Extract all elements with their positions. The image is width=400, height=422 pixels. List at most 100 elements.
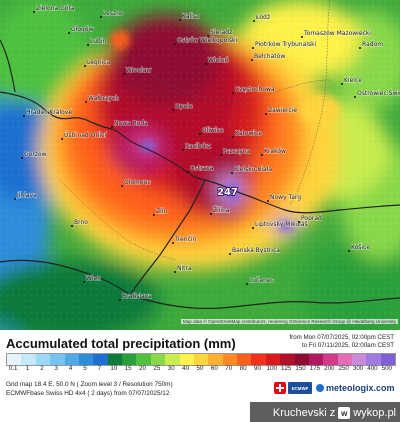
city-label: Bielsko-Biała	[234, 166, 272, 173]
city-marker	[172, 242, 174, 244]
city-marker	[33, 11, 35, 13]
legend-swatch	[64, 354, 79, 365]
city-marker	[359, 47, 361, 49]
city-marker	[87, 44, 89, 46]
city-marker	[265, 113, 267, 115]
legend-swatch	[251, 354, 266, 365]
city-label: Zlín	[156, 208, 167, 215]
city-label: Ostrowiec Świętokrzyski	[357, 90, 400, 97]
precipitation-map[interactable]: Zielona Góra Leszno Kalisz Łódź Głogów Ostrów…	[0, 0, 400, 330]
legend-swatch	[308, 354, 324, 365]
legend-swatch	[366, 354, 381, 365]
city-marker	[172, 109, 174, 111]
city-marker	[174, 43, 176, 45]
city-label: Racibórz	[185, 143, 211, 150]
city-marker	[14, 198, 16, 200]
city-marker	[179, 19, 181, 21]
city-label: Legnica	[87, 59, 111, 66]
legend-tick-label: 500	[381, 365, 392, 372]
period-to: to Fri 07/11/2025, 02:00am CEST	[301, 342, 394, 349]
legend-swatch	[193, 354, 209, 365]
city-marker	[83, 281, 85, 283]
legend-swatch	[21, 354, 36, 365]
legend-tick-label: 0.1	[8, 365, 18, 372]
city-label: Žilina	[213, 206, 230, 214]
legend-panel: Accumulated total precipitation (mm) fro…	[0, 330, 400, 422]
city-label: Łódź	[255, 14, 270, 21]
legend-swatch	[179, 354, 194, 365]
legend-swatch	[323, 354, 338, 365]
watermark-background	[250, 402, 400, 422]
meteologix-icon	[316, 384, 324, 392]
legend-tick-label: 7	[97, 365, 102, 372]
legend-tick-label: 50	[196, 365, 204, 372]
country-borders	[0, 39, 400, 309]
legend-swatch	[107, 354, 122, 365]
max-precip-label: 247	[217, 187, 238, 198]
city-label: Liptovský Mikuláš	[255, 221, 308, 228]
legend-swatch	[352, 354, 367, 365]
legend-tick-label: 5	[83, 365, 87, 372]
city-marker	[298, 221, 300, 223]
legend-tick-label: 200	[324, 365, 335, 372]
city-marker	[252, 47, 254, 49]
legend-swatch	[50, 354, 65, 365]
city-label: Opole	[175, 103, 193, 110]
legend-swatch	[208, 354, 223, 365]
city-label: Gliwice	[202, 127, 224, 134]
city-marker	[252, 227, 254, 229]
city-label: Brno	[74, 219, 88, 226]
city-label: Zielona Góra	[36, 5, 75, 12]
legend-tick-label: 2	[40, 365, 44, 372]
city-label: Nowa Ruda	[114, 120, 148, 127]
legend-tick-label: 60	[210, 365, 218, 372]
city-marker	[71, 225, 73, 227]
city-marker	[231, 172, 233, 174]
legend-tick-label: 25	[153, 365, 161, 372]
city-marker	[182, 149, 184, 151]
legend-tick-label: 20	[139, 365, 146, 372]
city-label: Katowice	[235, 130, 262, 137]
city-marker	[348, 250, 350, 252]
city-label: Ostrów Wielkopolski	[177, 37, 238, 44]
model-info: Grid map 18.4 E, 50.0 N ( Zoom level 3 /…	[6, 381, 173, 398]
city-label: Radom	[362, 41, 383, 48]
city-label: Nitra	[177, 265, 192, 272]
legend-swatch	[280, 354, 295, 365]
city-marker	[220, 154, 222, 156]
city-marker	[207, 35, 209, 37]
legend-tick-label: 1	[25, 365, 30, 372]
legend-swatch	[294, 354, 309, 365]
city-label: Bratislava	[122, 293, 152, 300]
legend-swatch	[7, 354, 22, 365]
city-marker	[251, 59, 253, 61]
swiss-flag-icon	[274, 382, 286, 394]
city-marker	[187, 171, 189, 173]
legend-tick-label: 300	[352, 365, 364, 372]
map-attribution: Map data © OpenStreetMap contributors, r…	[180, 319, 398, 324]
legend-color-bar	[6, 353, 396, 366]
time-period: from Mon 07/07/2025, 02:00pm CEST to Fri…	[289, 334, 394, 350]
meteologix-logo[interactable]: meteologix.com	[316, 383, 395, 393]
legend-tick-label: 4	[68, 365, 73, 372]
legend-tick-label: 15	[124, 365, 132, 372]
city-marker	[354, 96, 356, 98]
city-label: Wrocław	[126, 67, 151, 74]
city-label: Kraków	[264, 148, 286, 155]
legend-tick-label: 3	[54, 365, 59, 372]
region-borders	[59, 0, 331, 261]
legend-swatch	[237, 354, 252, 365]
legend-swatch	[35, 354, 51, 365]
city-label: Sieradz	[210, 29, 232, 36]
meteologix-text: meteologix.com	[326, 383, 395, 393]
legend-tick-label: 10	[110, 365, 118, 372]
city-label: Pszczyna	[223, 148, 251, 155]
city-label: Trenčín	[174, 236, 197, 243]
legend-swatch	[136, 354, 151, 365]
city-label: Banská Bystrica	[232, 247, 280, 254]
city-marker	[85, 101, 87, 103]
city-label: Olomouc	[124, 179, 151, 186]
legend-title: Accumulated total precipitation (mm)	[6, 336, 236, 351]
city-labels: Zielona Góra Leszno Kalisz Łódź Głogów Ostrów…	[14, 4, 400, 301]
city-label: Ústí nad Orlicí	[64, 132, 106, 139]
